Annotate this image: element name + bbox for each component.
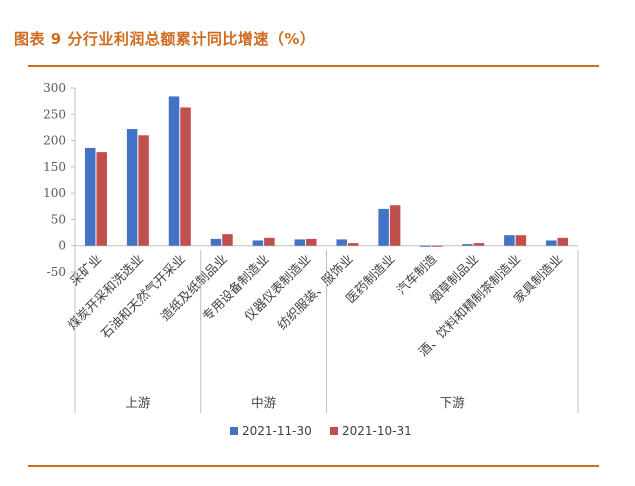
bar-series2 (473, 243, 485, 246)
title-rule (28, 65, 599, 67)
bar-series1 (420, 245, 431, 247)
y-tick-label: -50 (47, 265, 66, 279)
group-label: 下游 (440, 395, 466, 410)
bar-series2 (431, 245, 443, 247)
legend-label: 2021-11-30 (242, 424, 312, 438)
chart-title: 图表 9 分行业利润总额累计同比增速（%） (14, 30, 316, 48)
bar-series2 (389, 205, 401, 246)
bar-series1 (462, 244, 473, 246)
y-tick-label: 250 (43, 107, 66, 121)
bar-series1 (252, 240, 264, 246)
category-label: 采矿业 (67, 251, 104, 288)
bar-series1 (546, 240, 557, 246)
bar-series1 (504, 235, 515, 246)
bar-series1 (336, 239, 347, 246)
y-tick-label: 50 (51, 212, 66, 226)
bar-series1 (168, 96, 180, 246)
footer-rule (28, 465, 599, 467)
y-tick-label: 200 (43, 134, 66, 148)
y-tick-label: 0 (58, 239, 66, 253)
bar-series2 (347, 243, 359, 246)
bar-series2 (264, 237, 275, 246)
bar-series2 (557, 237, 569, 246)
bar-series2 (180, 107, 191, 246)
bar-series1 (126, 129, 138, 246)
bar-series2 (306, 238, 317, 246)
y-tick-label: 300 (43, 81, 66, 95)
legend-label: 2021-10-31 (342, 424, 412, 438)
bar-series2 (515, 235, 527, 246)
legend-swatch (230, 427, 238, 435)
category-label: 煤炭开采和洗选业 (65, 251, 146, 332)
legend-swatch (330, 427, 338, 435)
y-tick-label: 150 (43, 160, 66, 174)
group-label: 中游 (251, 395, 277, 410)
category-label: 纺织服装、服饰业 (274, 251, 355, 332)
bar-series1 (210, 238, 222, 246)
bar-series2 (138, 135, 149, 246)
bar-series2 (96, 152, 107, 246)
bar-series2 (222, 234, 233, 246)
bar-series1 (378, 208, 389, 246)
bar-series1 (294, 239, 306, 246)
group-label: 上游 (125, 395, 151, 410)
bar-series1 (84, 147, 96, 246)
y-tick-label: 100 (43, 186, 66, 200)
